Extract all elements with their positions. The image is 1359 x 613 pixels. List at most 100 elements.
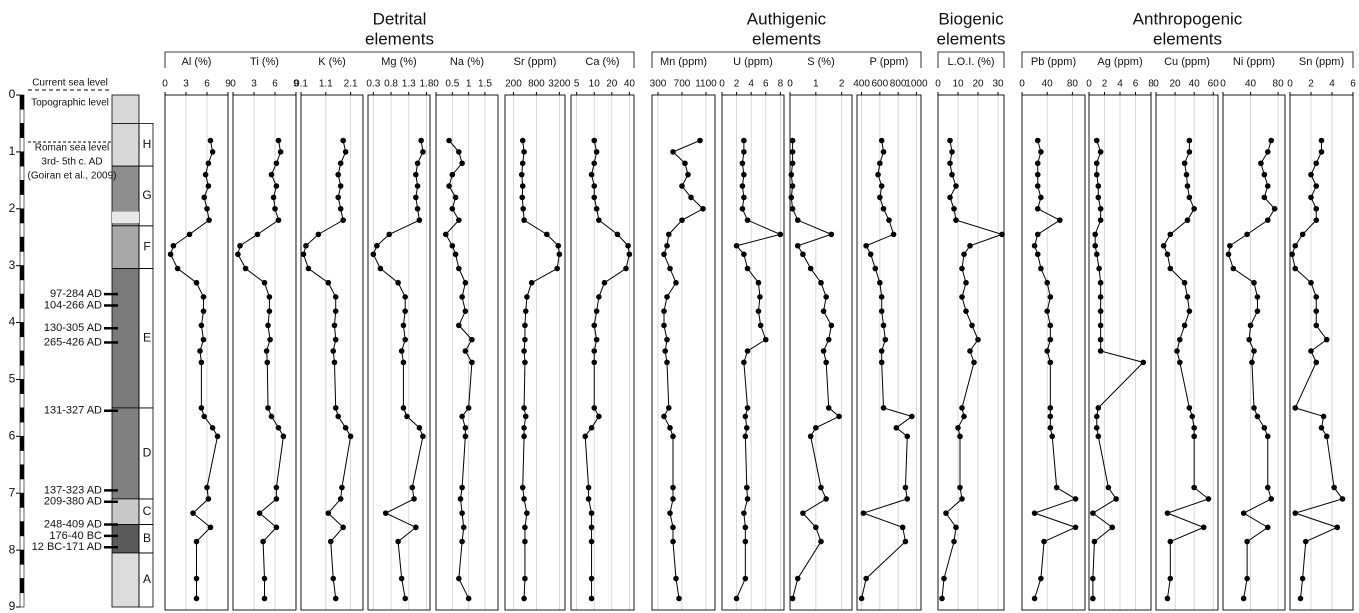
sample-point xyxy=(1184,183,1191,189)
sample-point xyxy=(1031,242,1038,249)
sample-point xyxy=(959,405,965,411)
x-tick-label: 4 xyxy=(1117,79,1123,90)
x-tick-label: 0 xyxy=(1220,79,1226,90)
sample-point xyxy=(744,496,751,502)
x-tick-label: 2 xyxy=(1102,79,1108,90)
x-tick-label: 1.8 xyxy=(420,79,434,90)
date-label: 104-266 AD xyxy=(44,299,102,311)
sample-point xyxy=(679,217,685,223)
sample-point xyxy=(1318,149,1325,155)
sample-point xyxy=(1299,231,1306,238)
x-tick-label: 0 xyxy=(230,79,236,90)
sample-point xyxy=(863,242,869,249)
depth-bar-segment xyxy=(19,521,25,537)
sample-point xyxy=(370,251,377,258)
x-tick-label: 0.5 xyxy=(445,79,459,90)
panel-frame xyxy=(856,94,922,611)
sample-point xyxy=(339,484,345,491)
sample-point xyxy=(265,405,271,411)
sample-point xyxy=(521,425,527,431)
sample-point xyxy=(741,359,747,366)
sample-point xyxy=(1189,413,1196,420)
sample-point xyxy=(591,160,598,167)
sample-point xyxy=(1090,575,1096,582)
sample-point xyxy=(1167,575,1174,582)
sample-point xyxy=(741,171,747,178)
panel-title: L.O.I. (%) xyxy=(947,56,994,68)
sample-point xyxy=(593,149,600,155)
sample-point xyxy=(1246,336,1252,343)
sample-point xyxy=(858,595,865,602)
depth-bar-segment xyxy=(19,151,25,167)
sample-point xyxy=(340,524,346,531)
x-tick-label: 0.1 xyxy=(294,79,308,90)
sample-point xyxy=(1183,171,1190,178)
x-tick-label: 0 xyxy=(1153,79,1159,90)
sample-point xyxy=(409,484,416,491)
x-tick-label: 4 xyxy=(748,79,754,90)
sample-point xyxy=(757,294,763,300)
sample-point xyxy=(1264,433,1271,440)
sample-point xyxy=(591,405,598,411)
sample-point xyxy=(1249,359,1255,366)
sample-point xyxy=(585,496,592,502)
x-tick-label: 6 xyxy=(763,79,769,90)
sample-point xyxy=(469,359,475,366)
sample-point xyxy=(332,595,339,602)
panel-title: S (%) xyxy=(807,56,835,68)
sample-point xyxy=(524,510,530,516)
sample-point xyxy=(303,242,309,249)
sample-point xyxy=(1268,137,1275,144)
date-label: 176-40 BC xyxy=(49,530,102,542)
lithology-unit xyxy=(111,225,140,269)
sample-point xyxy=(999,231,1005,238)
sample-point xyxy=(794,575,801,582)
sample-point xyxy=(739,205,746,212)
sample-point xyxy=(828,322,835,329)
sample-point xyxy=(1264,217,1271,223)
sample-point xyxy=(596,217,602,223)
sample-point xyxy=(413,171,419,178)
sample-point xyxy=(596,413,602,420)
sample-point xyxy=(1318,137,1325,144)
depth-bar-segment xyxy=(19,549,25,565)
sample-point xyxy=(700,205,706,212)
sample-point xyxy=(820,308,827,314)
sample-point xyxy=(588,538,595,545)
sample-point xyxy=(202,171,209,178)
profile-line xyxy=(521,140,560,599)
sample-point xyxy=(327,538,334,545)
panel-frame xyxy=(570,94,635,611)
unit-label: B xyxy=(143,531,151,545)
sample-point xyxy=(521,405,527,411)
sample-point xyxy=(386,231,393,238)
sample-point xyxy=(818,279,824,286)
sample-point xyxy=(331,322,338,329)
sample-point xyxy=(522,359,528,366)
sample-point xyxy=(664,336,670,343)
sample-point xyxy=(755,279,762,286)
sample-point xyxy=(1323,433,1330,440)
sample-point xyxy=(1167,265,1174,272)
sample-point xyxy=(1334,524,1341,531)
sample-point xyxy=(943,510,949,516)
sample-point xyxy=(521,348,527,354)
sample-point xyxy=(825,336,832,343)
sample-point xyxy=(395,279,401,286)
sample-point xyxy=(522,413,529,420)
sample-point xyxy=(591,322,598,329)
x-tick-label: 3200 xyxy=(548,79,571,90)
sample-point xyxy=(789,160,796,167)
sample-point xyxy=(275,137,282,144)
sample-point xyxy=(267,336,273,343)
sample-point xyxy=(420,149,426,155)
sample-point xyxy=(1186,308,1193,314)
sample-point xyxy=(1047,322,1054,329)
sample-point xyxy=(823,359,829,366)
sample-point xyxy=(744,265,751,272)
sample-point xyxy=(836,413,842,420)
sample-point xyxy=(1186,194,1193,201)
sample-point xyxy=(198,405,205,411)
sample-point xyxy=(893,425,900,431)
